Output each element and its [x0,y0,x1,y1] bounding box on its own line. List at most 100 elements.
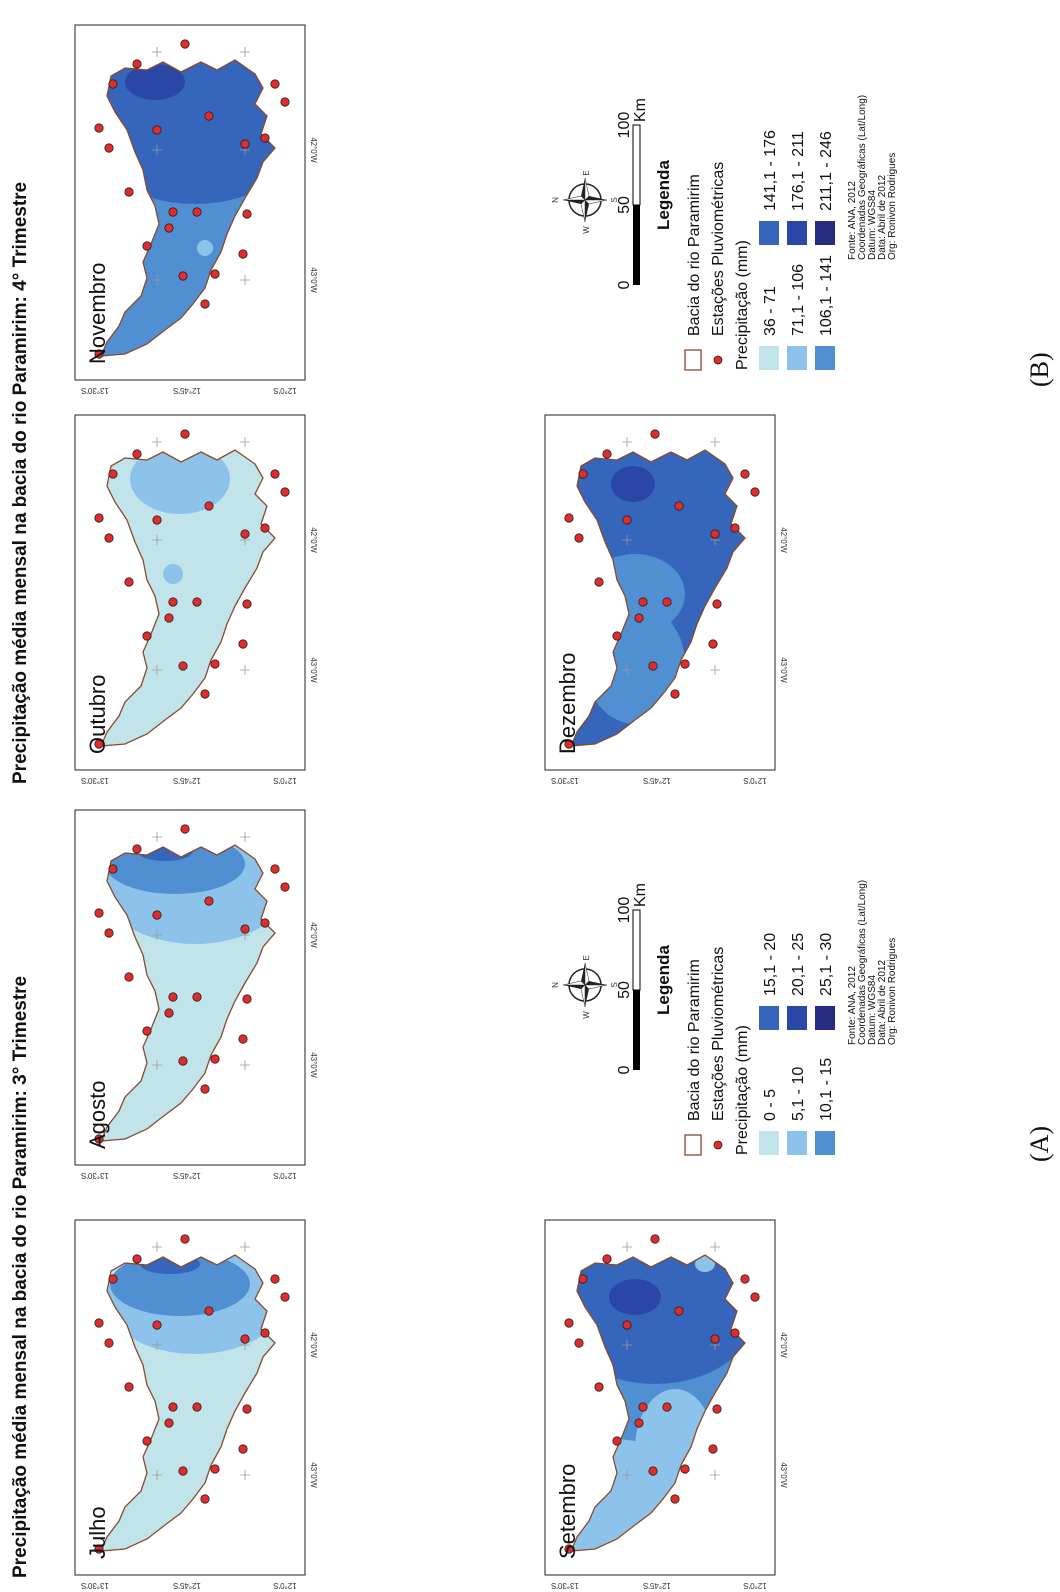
station [152,125,162,135]
class-swatch [787,221,807,245]
compass-letter: W [582,226,591,234]
compass-letter: N [551,982,560,988]
station [730,1328,740,1338]
compass-letter: E [582,955,591,960]
class-label: 141,1 - 176 [762,130,779,211]
station [674,1306,684,1316]
station [240,529,250,539]
lon-label: 43°0'W [309,267,318,293]
map-panel: Julho 43°0'W 42°0'W 13°30'S 12°45'S 12°0'S [74,1219,318,1590]
legend-title: Legenda [654,945,673,1015]
map-panel: Agosto 43°0'W 42°0'W 13°30'S 12°45'S 12°0'S [74,809,318,1180]
legend-precip: Precipitação (mm) [734,1025,751,1155]
station [94,349,104,359]
lat-label: 12°0'S [273,1171,296,1180]
station [594,1382,604,1392]
map-panel: Setembro 43°0'W 42°0'W 13°30'S 12°45'S 12°0'S [544,1219,788,1590]
station [192,207,202,217]
class-swatch [759,1006,779,1030]
station [708,639,718,649]
graticule-cross [152,665,162,675]
station [210,659,220,669]
station [204,896,214,906]
station [648,661,658,671]
map-panel: Outubro 43°0'W 42°0'W 13°30'S 12°45'S 12°0'S [74,414,318,785]
graticule-cross [152,1340,162,1350]
graticule-cross [622,535,632,545]
station [124,972,134,982]
station [124,1382,134,1392]
graticule-cross [152,1242,162,1252]
station [680,1464,690,1474]
compass: N S E W [551,170,619,233]
station [712,1404,722,1414]
station [242,1404,252,1414]
station [124,577,134,587]
source-line: Coordenadas Geográficas (Lat/Long) [857,880,868,1045]
station-swatch [713,355,723,365]
station [612,1436,622,1446]
station-swatch [713,1140,723,1150]
station [634,1418,644,1428]
station [200,1494,210,1504]
graticule-cross [152,437,162,447]
scale-label: 0 [616,280,633,289]
legend-title: Legenda [654,160,673,230]
station [650,1234,660,1244]
source-line: Coordenadas Geográficas (Lat/Long) [857,95,868,260]
scale-label: 50 [616,196,633,214]
graticule-cross [622,437,632,447]
graticule-cross [152,1060,162,1070]
station [168,597,178,607]
station [168,992,178,1002]
graticule-cross [152,535,162,545]
station [108,469,118,479]
graticule-cross [710,437,720,447]
lon-label: 43°0'W [779,657,788,683]
station [94,1134,104,1144]
lat-label: 12°0'S [743,776,766,785]
lon-label: 42°0'W [309,922,318,948]
station [260,523,270,533]
station [710,529,720,539]
month-label: Julho [85,1506,110,1559]
station [674,501,684,511]
station [238,639,248,649]
compass-star-light [562,962,608,1008]
station [638,1402,648,1412]
surface-zone [125,64,185,100]
graticule-cross [622,1470,632,1480]
basin-outline [99,449,276,747]
station [612,631,622,641]
lat-label: 12°0'S [273,1581,296,1590]
station [280,487,290,497]
figure-title: Precipitação média mensal na bacia do ri… [10,976,31,1578]
graticule-cross [710,1470,720,1480]
station [662,1402,672,1412]
station [564,739,574,749]
station [710,1334,720,1344]
station [94,739,104,749]
month-label: Dezembro [555,653,580,754]
station [178,1466,188,1476]
basin-swatch [684,349,702,371]
lat-label: 13°30'S [81,1581,109,1590]
station [164,1008,174,1018]
station [680,659,690,669]
station [740,469,750,479]
graticule-cross [152,275,162,285]
surface-zone [163,564,183,584]
station [564,1544,574,1554]
lat-label: 12°0'S [743,1581,766,1590]
surface-zone [695,1256,715,1272]
lat-label: 13°30'S [81,1171,109,1180]
graticule-cross [152,1470,162,1480]
lon-label: 42°0'W [779,527,788,553]
class-swatch [815,1131,835,1155]
station [280,97,290,107]
lat-label: 12°0'S [273,776,296,785]
station [152,515,162,525]
station [270,1274,280,1284]
